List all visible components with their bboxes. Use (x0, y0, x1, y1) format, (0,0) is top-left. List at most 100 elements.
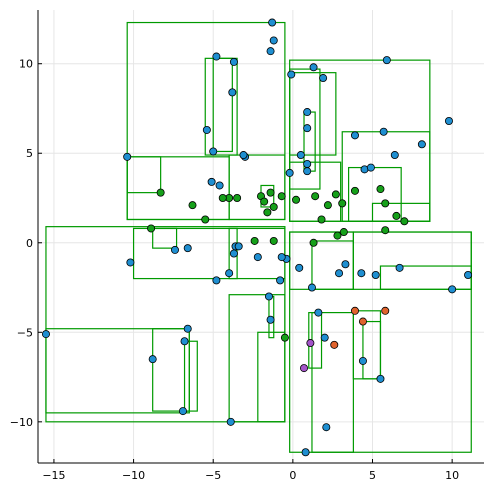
box-18 (289, 72, 337, 156)
point-green-25 (269, 236, 278, 245)
point-green-23 (147, 224, 156, 233)
point-blue-33 (212, 276, 221, 285)
x-tick-label-0: −15 (42, 469, 65, 482)
point-green-0 (156, 188, 165, 197)
point-blue-60 (320, 333, 329, 342)
box-1 (212, 57, 233, 153)
point-green-20 (381, 199, 390, 208)
point-blue-8 (123, 152, 132, 161)
point-green-28 (339, 228, 348, 237)
point-orange-1 (358, 317, 367, 326)
point-blue-50 (295, 263, 304, 272)
point-blue-22 (285, 168, 294, 177)
point-blue-30 (126, 258, 135, 267)
box-8 (45, 328, 190, 414)
point-blue-45 (180, 337, 189, 346)
point-blue-55 (371, 270, 380, 279)
point-blue-59 (314, 308, 323, 317)
point-green-18 (350, 186, 359, 195)
box-30 (311, 311, 354, 453)
point-blue-40 (276, 276, 285, 285)
point-blue-63 (322, 423, 331, 432)
box-10 (183, 340, 198, 412)
point-blue-15 (319, 74, 328, 83)
y-tick-label-0: −10 (10, 416, 33, 429)
point-blue-54 (357, 269, 366, 278)
point-blue-42 (264, 292, 273, 301)
box-9 (152, 328, 190, 412)
point-green-7 (260, 197, 269, 206)
point-green-8 (266, 188, 275, 197)
bounding-boxes (45, 21, 472, 453)
x-tick-label-3: 0 (289, 469, 296, 482)
point-blue-39 (277, 253, 286, 262)
y-tick-label-2: 0 (26, 237, 33, 250)
point-green-24 (250, 236, 259, 245)
point-blue-3 (212, 52, 221, 61)
box-12 (152, 227, 178, 249)
point-green-9 (277, 192, 286, 201)
point-blue-48 (41, 330, 50, 339)
box-14 (228, 294, 286, 423)
point-blue-41 (253, 253, 262, 262)
point-blue-44 (183, 324, 192, 333)
point-blue-31 (170, 245, 179, 254)
point-orange-0 (350, 306, 359, 315)
box-4 (126, 156, 162, 194)
point-green-27 (333, 231, 342, 240)
point-blue-57 (464, 270, 473, 279)
point-blue-29 (417, 140, 426, 149)
point-blue-32 (183, 244, 192, 253)
point-blue-58 (448, 285, 457, 294)
point-green-5 (233, 194, 242, 203)
point-blue-6 (202, 125, 211, 134)
point-blue-53 (341, 260, 350, 269)
x-tick-label-4: 5 (369, 469, 376, 482)
point-blue-12 (215, 181, 224, 190)
box-19 (289, 68, 321, 190)
point-blue-7 (209, 147, 218, 156)
point-green-2 (201, 215, 210, 224)
point-blue-28 (444, 117, 453, 126)
point-green-17 (317, 215, 326, 224)
point-green-12 (292, 195, 301, 204)
point-blue-51 (307, 283, 316, 292)
point-blue-36 (234, 242, 243, 251)
point-blue-18 (303, 124, 312, 133)
point-blue-43 (266, 315, 275, 324)
point-green-26 (309, 238, 318, 247)
point-blue-4 (229, 57, 238, 66)
point-blue-16 (382, 56, 391, 65)
box-2 (204, 57, 238, 156)
point-green-22 (400, 217, 409, 226)
box-7 (45, 226, 286, 423)
point-blue-56 (395, 263, 404, 272)
y-tick-label-1: −5 (17, 326, 33, 339)
point-blue-14 (309, 63, 318, 72)
point-green-10 (263, 208, 272, 217)
point-orange-2 (381, 306, 390, 315)
box-17 (289, 59, 431, 222)
point-blue-37 (225, 269, 234, 278)
point-green-30 (280, 333, 289, 342)
point-green-13 (311, 192, 320, 201)
point-blue-13 (287, 70, 296, 79)
point-blue-35 (229, 249, 238, 258)
point-blue-5 (228, 88, 237, 97)
point-blue-52 (335, 269, 344, 278)
point-blue-23 (350, 131, 359, 140)
point-green-16 (323, 201, 332, 210)
data-points (41, 18, 473, 457)
axes: −15 −10 −5 0 5 10 −10 −5 0 5 10 (10, 10, 484, 482)
point-blue-47 (178, 407, 187, 416)
point-blue-27 (366, 163, 375, 172)
point-blue-17 (303, 108, 312, 117)
point-green-14 (331, 190, 340, 199)
point-purple-0 (306, 339, 315, 348)
box-21 (289, 161, 342, 222)
point-green-21 (392, 211, 401, 220)
point-green-11 (269, 202, 278, 211)
point-blue-1 (269, 36, 278, 45)
point-blue-19 (296, 151, 305, 160)
